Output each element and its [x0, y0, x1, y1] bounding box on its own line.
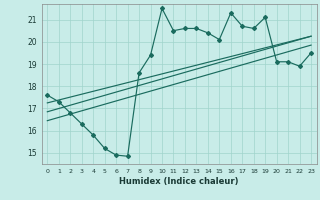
X-axis label: Humidex (Indice chaleur): Humidex (Indice chaleur) — [119, 177, 239, 186]
